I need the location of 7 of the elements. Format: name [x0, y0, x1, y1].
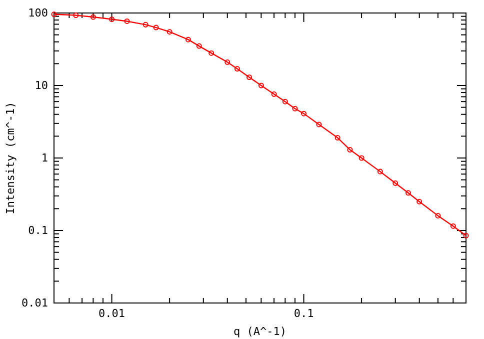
y-tick-label: 0.1: [28, 224, 48, 238]
y-axis-title: Intensity (cm^-1): [4, 102, 17, 214]
y-tick-label: 1: [41, 152, 48, 165]
y-tick-label: 100: [28, 6, 48, 20]
y-tick-label: 0.01: [22, 296, 48, 310]
x-axis-title: q (A^-1): [234, 325, 286, 338]
y-tick-label: 10: [34, 79, 48, 92]
